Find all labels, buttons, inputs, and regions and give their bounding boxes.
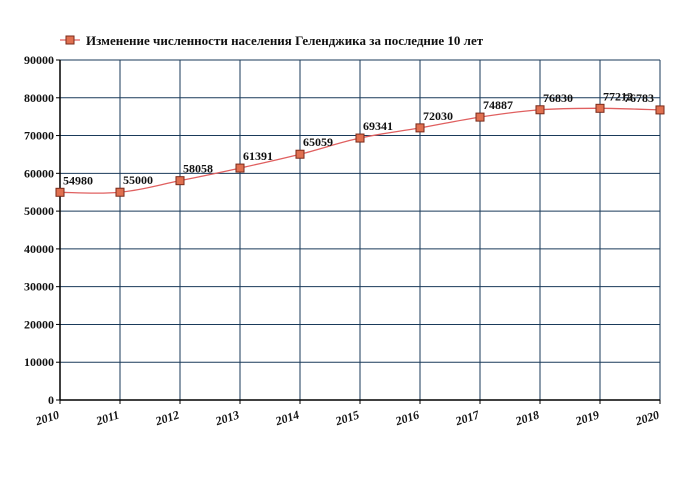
x-tick-label: 2015 [333,408,361,429]
series-markers [55,103,665,197]
x-tick-label: 2014 [273,408,301,429]
data-label: 77212 [603,89,633,103]
y-tick-label: 50000 [24,204,54,218]
data-label: 61391 [243,149,273,163]
y-tick-labels: 0 10000 20000 30000 40000 50000 60000 70000 8000… [24,53,54,407]
y-tick-label: 0 [48,393,54,407]
legend-entry: Изменение численности населения Геленджи… [86,33,484,48]
x-tick-label: 2010 [33,408,61,429]
x-tick-label: 2018 [513,408,541,429]
y-tick-label: 70000 [24,129,54,143]
gridlines [60,59,661,400]
data-label: 69341 [363,119,393,133]
data-label: 55000 [123,173,153,187]
y-tick-label: 40000 [24,242,54,256]
data-label: 58058 [183,162,213,176]
y-tick-label: 20000 [24,317,54,331]
y-tick-label: 10000 [24,355,54,369]
x-tick-label: 2019 [573,408,601,429]
x-tick-label: 2013 [213,408,241,429]
y-tick-label: 80000 [24,91,54,105]
data-point-marker [55,187,65,197]
data-point-marker [475,112,485,122]
data-point-marker [175,176,185,186]
data-label: 65059 [303,135,333,149]
x-tick-label: 2020 [633,408,661,429]
data-point-marker [295,149,305,159]
data-label: 76830 [543,91,573,105]
x-tick-label: 2011 [93,408,120,429]
data-label: 74887 [483,98,513,112]
y-tick-label: 30000 [24,280,54,294]
y-tick-label: 60000 [24,166,54,180]
data-point-marker [535,105,545,115]
y-tick-label: 90000 [24,53,54,67]
legend: Изменение численности населения Геленджи… [60,33,484,48]
data-point-marker [595,103,605,113]
data-label: 72030 [423,109,453,123]
x-tick-label: 2017 [453,407,482,428]
legend-marker-icon [65,35,75,45]
data-point-marker [235,163,245,173]
x-tick-labels: 2010 2011 2012 2013 2014 2015 2016 2017 2018 2019… [33,407,661,428]
x-tick-label: 2012 [153,408,181,429]
data-label: 76783 [624,91,654,105]
data-point-marker [115,187,125,197]
data-point-marker [355,133,365,143]
axes [56,59,661,404]
data-label: 54980 [63,173,93,187]
x-tick-label: 2016 [393,408,421,429]
data-labels: 54980 55000 58058 61391 65059 69341 72030 74887… [63,89,654,187]
data-point-marker [655,105,665,115]
data-point-marker [415,123,425,133]
